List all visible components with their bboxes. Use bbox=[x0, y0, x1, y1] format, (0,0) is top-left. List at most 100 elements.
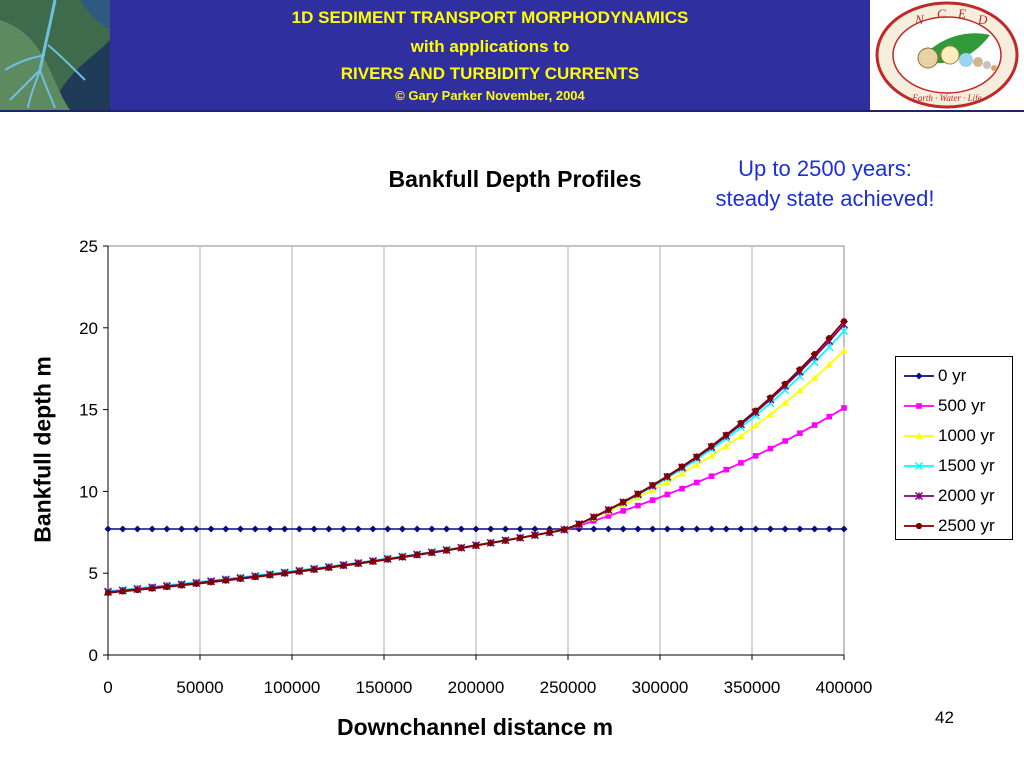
data-point bbox=[222, 525, 230, 533]
data-point bbox=[517, 534, 524, 542]
y-tick-label: 15 bbox=[79, 401, 98, 420]
legend-label: 1000 yr bbox=[938, 426, 995, 445]
data-point bbox=[752, 525, 760, 533]
header-copyright: © Gary Parker November, 2004 bbox=[395, 88, 585, 103]
data-point bbox=[796, 387, 804, 394]
x-tick-label: 250000 bbox=[540, 678, 597, 697]
data-point bbox=[722, 442, 730, 449]
data-point bbox=[811, 374, 819, 381]
data-point bbox=[781, 525, 789, 533]
data-point bbox=[752, 453, 759, 459]
logo-letter: E bbox=[957, 6, 966, 21]
legend-swatch bbox=[904, 491, 934, 501]
data-point bbox=[766, 525, 774, 533]
data-point bbox=[782, 438, 788, 444]
data-point bbox=[443, 525, 451, 533]
data-point bbox=[797, 430, 803, 436]
data-point bbox=[295, 525, 303, 533]
nced-logo: N C E D Earth · Water · Life bbox=[870, 0, 1024, 110]
data-point bbox=[678, 463, 686, 470]
data-point bbox=[915, 372, 923, 380]
data-point bbox=[826, 335, 833, 342]
y-tick-labels: 0 5 10 15 20 25 bbox=[79, 237, 108, 665]
data-point bbox=[678, 525, 686, 533]
data-point bbox=[443, 547, 450, 554]
data-point bbox=[619, 525, 627, 533]
data-point bbox=[281, 525, 289, 533]
data-point bbox=[620, 498, 627, 506]
data-point bbox=[708, 452, 716, 459]
legend-label: 2500 yr bbox=[938, 516, 995, 535]
data-point bbox=[340, 525, 348, 533]
x-tick-label: 100000 bbox=[264, 678, 321, 697]
data-point bbox=[369, 525, 377, 533]
data-point bbox=[635, 502, 641, 509]
x-tick-label: 0 bbox=[103, 678, 112, 697]
chart-legend: 0 yr 500 yr 1000 yr 1500 yr 2000 yr 2500 yr bbox=[895, 356, 1013, 540]
data-point bbox=[340, 562, 347, 569]
data-point bbox=[811, 422, 818, 428]
data-point bbox=[840, 318, 848, 325]
data-point bbox=[178, 582, 185, 589]
data-point bbox=[914, 461, 924, 471]
header-band bbox=[110, 0, 870, 110]
data-point bbox=[649, 497, 656, 503]
data-point bbox=[296, 568, 303, 575]
data-point bbox=[634, 525, 642, 533]
x-tick-labels: 0 50000 100000 150000 200000 250000 300000 3500… bbox=[103, 655, 872, 697]
legend-item: 0 yr bbox=[900, 365, 1012, 387]
header-title-line3: RIVERS AND TURBIDITY CURRENTS bbox=[340, 64, 640, 83]
data-point bbox=[487, 525, 495, 533]
y-tick-label: 10 bbox=[79, 482, 98, 501]
data-point bbox=[723, 466, 730, 473]
data-point bbox=[737, 432, 745, 439]
data-point bbox=[355, 560, 362, 567]
data-point bbox=[796, 525, 804, 533]
data-point bbox=[708, 525, 716, 533]
data-point bbox=[148, 525, 156, 533]
data-point bbox=[620, 508, 626, 514]
data-point bbox=[693, 453, 700, 460]
data-point bbox=[104, 589, 112, 596]
logo-letter: N bbox=[914, 12, 925, 27]
legend-label: 500 yr bbox=[938, 396, 986, 415]
data-point bbox=[501, 525, 509, 533]
data-point bbox=[149, 585, 156, 592]
data-point bbox=[134, 586, 141, 594]
x-tick-label: 300000 bbox=[632, 678, 689, 697]
data-point bbox=[840, 525, 848, 533]
data-point bbox=[708, 473, 715, 480]
data-point bbox=[222, 577, 229, 584]
data-point bbox=[237, 575, 244, 582]
data-point bbox=[916, 403, 922, 409]
data-point bbox=[840, 347, 848, 354]
data-point bbox=[839, 327, 849, 336]
x-tick-label: 150000 bbox=[356, 678, 413, 697]
data-point bbox=[192, 525, 200, 533]
annotation-line1: Up to 2500 years: bbox=[738, 156, 912, 181]
data-point bbox=[561, 526, 568, 533]
data-point bbox=[531, 532, 539, 539]
data-point bbox=[664, 472, 671, 480]
y-axis-label: Bankfull depth m bbox=[29, 356, 56, 543]
legend-label: 0 yr bbox=[938, 366, 967, 385]
logo-ring-text: Earth · Water · Life bbox=[911, 93, 981, 103]
page-number: 42 bbox=[935, 708, 954, 727]
data-point bbox=[281, 570, 288, 577]
data-point bbox=[354, 525, 362, 533]
data-point bbox=[193, 580, 200, 587]
data-point bbox=[766, 410, 774, 418]
series-layer bbox=[103, 318, 849, 597]
data-point bbox=[325, 525, 333, 533]
data-point bbox=[178, 525, 186, 533]
data-point bbox=[163, 525, 171, 533]
x-tick-label: 400000 bbox=[816, 678, 873, 697]
logo-letter: D bbox=[977, 12, 988, 27]
data-point bbox=[767, 394, 774, 401]
data-point bbox=[487, 539, 494, 547]
data-point bbox=[708, 442, 715, 450]
legend-item: 2500 yr bbox=[900, 515, 1012, 537]
data-point bbox=[384, 556, 391, 563]
data-point bbox=[693, 461, 701, 468]
data-point bbox=[752, 407, 759, 414]
